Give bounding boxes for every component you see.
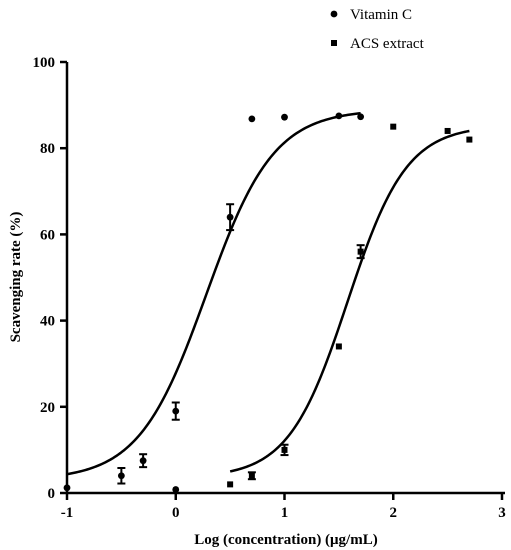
x-tick-label-2: 1: [281, 505, 289, 521]
x-axis-title: Log (concentration) (μg/mL): [194, 532, 377, 548]
y-tick-label-2: 40: [40, 314, 55, 330]
data-point-acs-extract-5: [390, 123, 397, 130]
axis-ticks: -1 0 1 2 3 0 20 40 60 80 100: [33, 55, 506, 521]
x-tick-label-0: -1: [61, 505, 74, 521]
data-point-acs-extract-0: [227, 481, 234, 488]
data-point-vitamin-c-4: [172, 486, 180, 493]
fit-curve-vitamin-c: [66, 111, 361, 476]
legend: Vitamin C ACS extract: [330, 7, 425, 52]
data-point-vitamin-c-0: [63, 484, 71, 492]
y-tick-label-5: 100: [33, 55, 56, 71]
data-point-vitamin-c-1: [117, 472, 125, 480]
data-point-vitamin-c-5: [226, 213, 234, 221]
data-point-vitamin-c-9: [357, 113, 365, 121]
data-point-vitamin-c-3: [172, 407, 180, 415]
data-point-acs-extract-1: [248, 472, 255, 479]
legend-label-acs-extract: ACS extract: [350, 36, 425, 52]
data-points: [63, 112, 473, 493]
data-point-acs-extract-7: [466, 136, 473, 143]
legend-marker-vitamin-c: [330, 10, 338, 18]
fit-curves: [66, 111, 470, 476]
y-tick-label-0: 0: [48, 486, 56, 502]
x-tick-label-3: 2: [390, 505, 398, 521]
y-axis-title: Scavenging rate (%): [8, 212, 24, 343]
legend-label-vitamin-c: Vitamin C: [350, 7, 412, 23]
y-tick-label-3: 60: [40, 227, 55, 243]
data-point-acs-extract-3: [335, 343, 342, 350]
legend-marker-acs-extract: [331, 40, 337, 46]
y-tick-label-1: 20: [40, 400, 55, 416]
data-point-vitamin-c-8: [335, 112, 343, 120]
x-tick-label-4: 3: [498, 505, 506, 521]
data-point-acs-extract-2: [281, 446, 288, 453]
data-point-acs-extract-6: [444, 127, 451, 134]
data-point-vitamin-c-6: [248, 115, 256, 123]
data-point-vitamin-c-2: [139, 457, 147, 465]
data-point-vitamin-c-7: [281, 113, 288, 121]
data-point-acs-extract-4: [357, 248, 364, 255]
x-tick-label-1: 0: [172, 505, 180, 521]
fit-curve-acs-extract: [229, 129, 470, 473]
y-tick-label-4: 80: [40, 141, 55, 157]
